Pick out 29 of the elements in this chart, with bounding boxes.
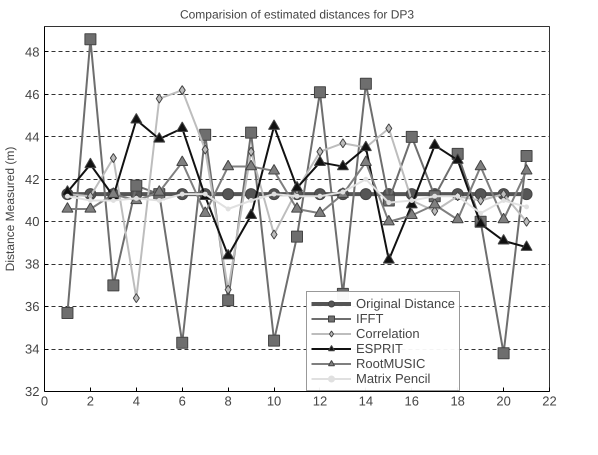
- x-tick-label: 0: [40, 394, 48, 408]
- x-tick-label: 6: [178, 394, 186, 408]
- x-tick-label: 14: [358, 394, 374, 408]
- chart-title: Comparision of estimated distances for DP3: [180, 8, 414, 22]
- y-tick-label: 38: [25, 256, 40, 272]
- x-tick-label: 8: [224, 394, 232, 408]
- y-tick-label: 46: [25, 86, 40, 102]
- x-tick-label: 22: [542, 394, 557, 408]
- x-tick-label: 18: [450, 394, 465, 408]
- x-tick-label: 12: [312, 394, 328, 408]
- x-tick-label: 16: [404, 394, 420, 408]
- x-tick-label: 2: [86, 394, 94, 408]
- legend-label: Matrix Pencil: [356, 371, 430, 386]
- y-tick-label: 32: [25, 384, 40, 399]
- legend-label: ESPRIT: [356, 341, 403, 356]
- y-tick-label: 36: [25, 299, 40, 314]
- legend-label: RootMUSIC: [356, 356, 426, 371]
- x-tick-label: 10: [266, 394, 282, 408]
- x-tick-label: 20: [496, 394, 511, 408]
- legend-label: Correlation: [356, 326, 420, 341]
- y-tick-label: 44: [25, 129, 40, 144]
- y-tick-label: 40: [25, 214, 40, 230]
- y-axis-title: Distance Measured (m): [3, 146, 18, 272]
- y-tick-label: 34: [25, 342, 40, 357]
- y-tick-label: 42: [25, 172, 40, 187]
- legend-label: IFFT: [356, 311, 384, 326]
- y-tick-label: 48: [25, 44, 40, 60]
- x-tick-label: 4: [132, 394, 140, 408]
- legend-label: Original Distance: [356, 296, 455, 311]
